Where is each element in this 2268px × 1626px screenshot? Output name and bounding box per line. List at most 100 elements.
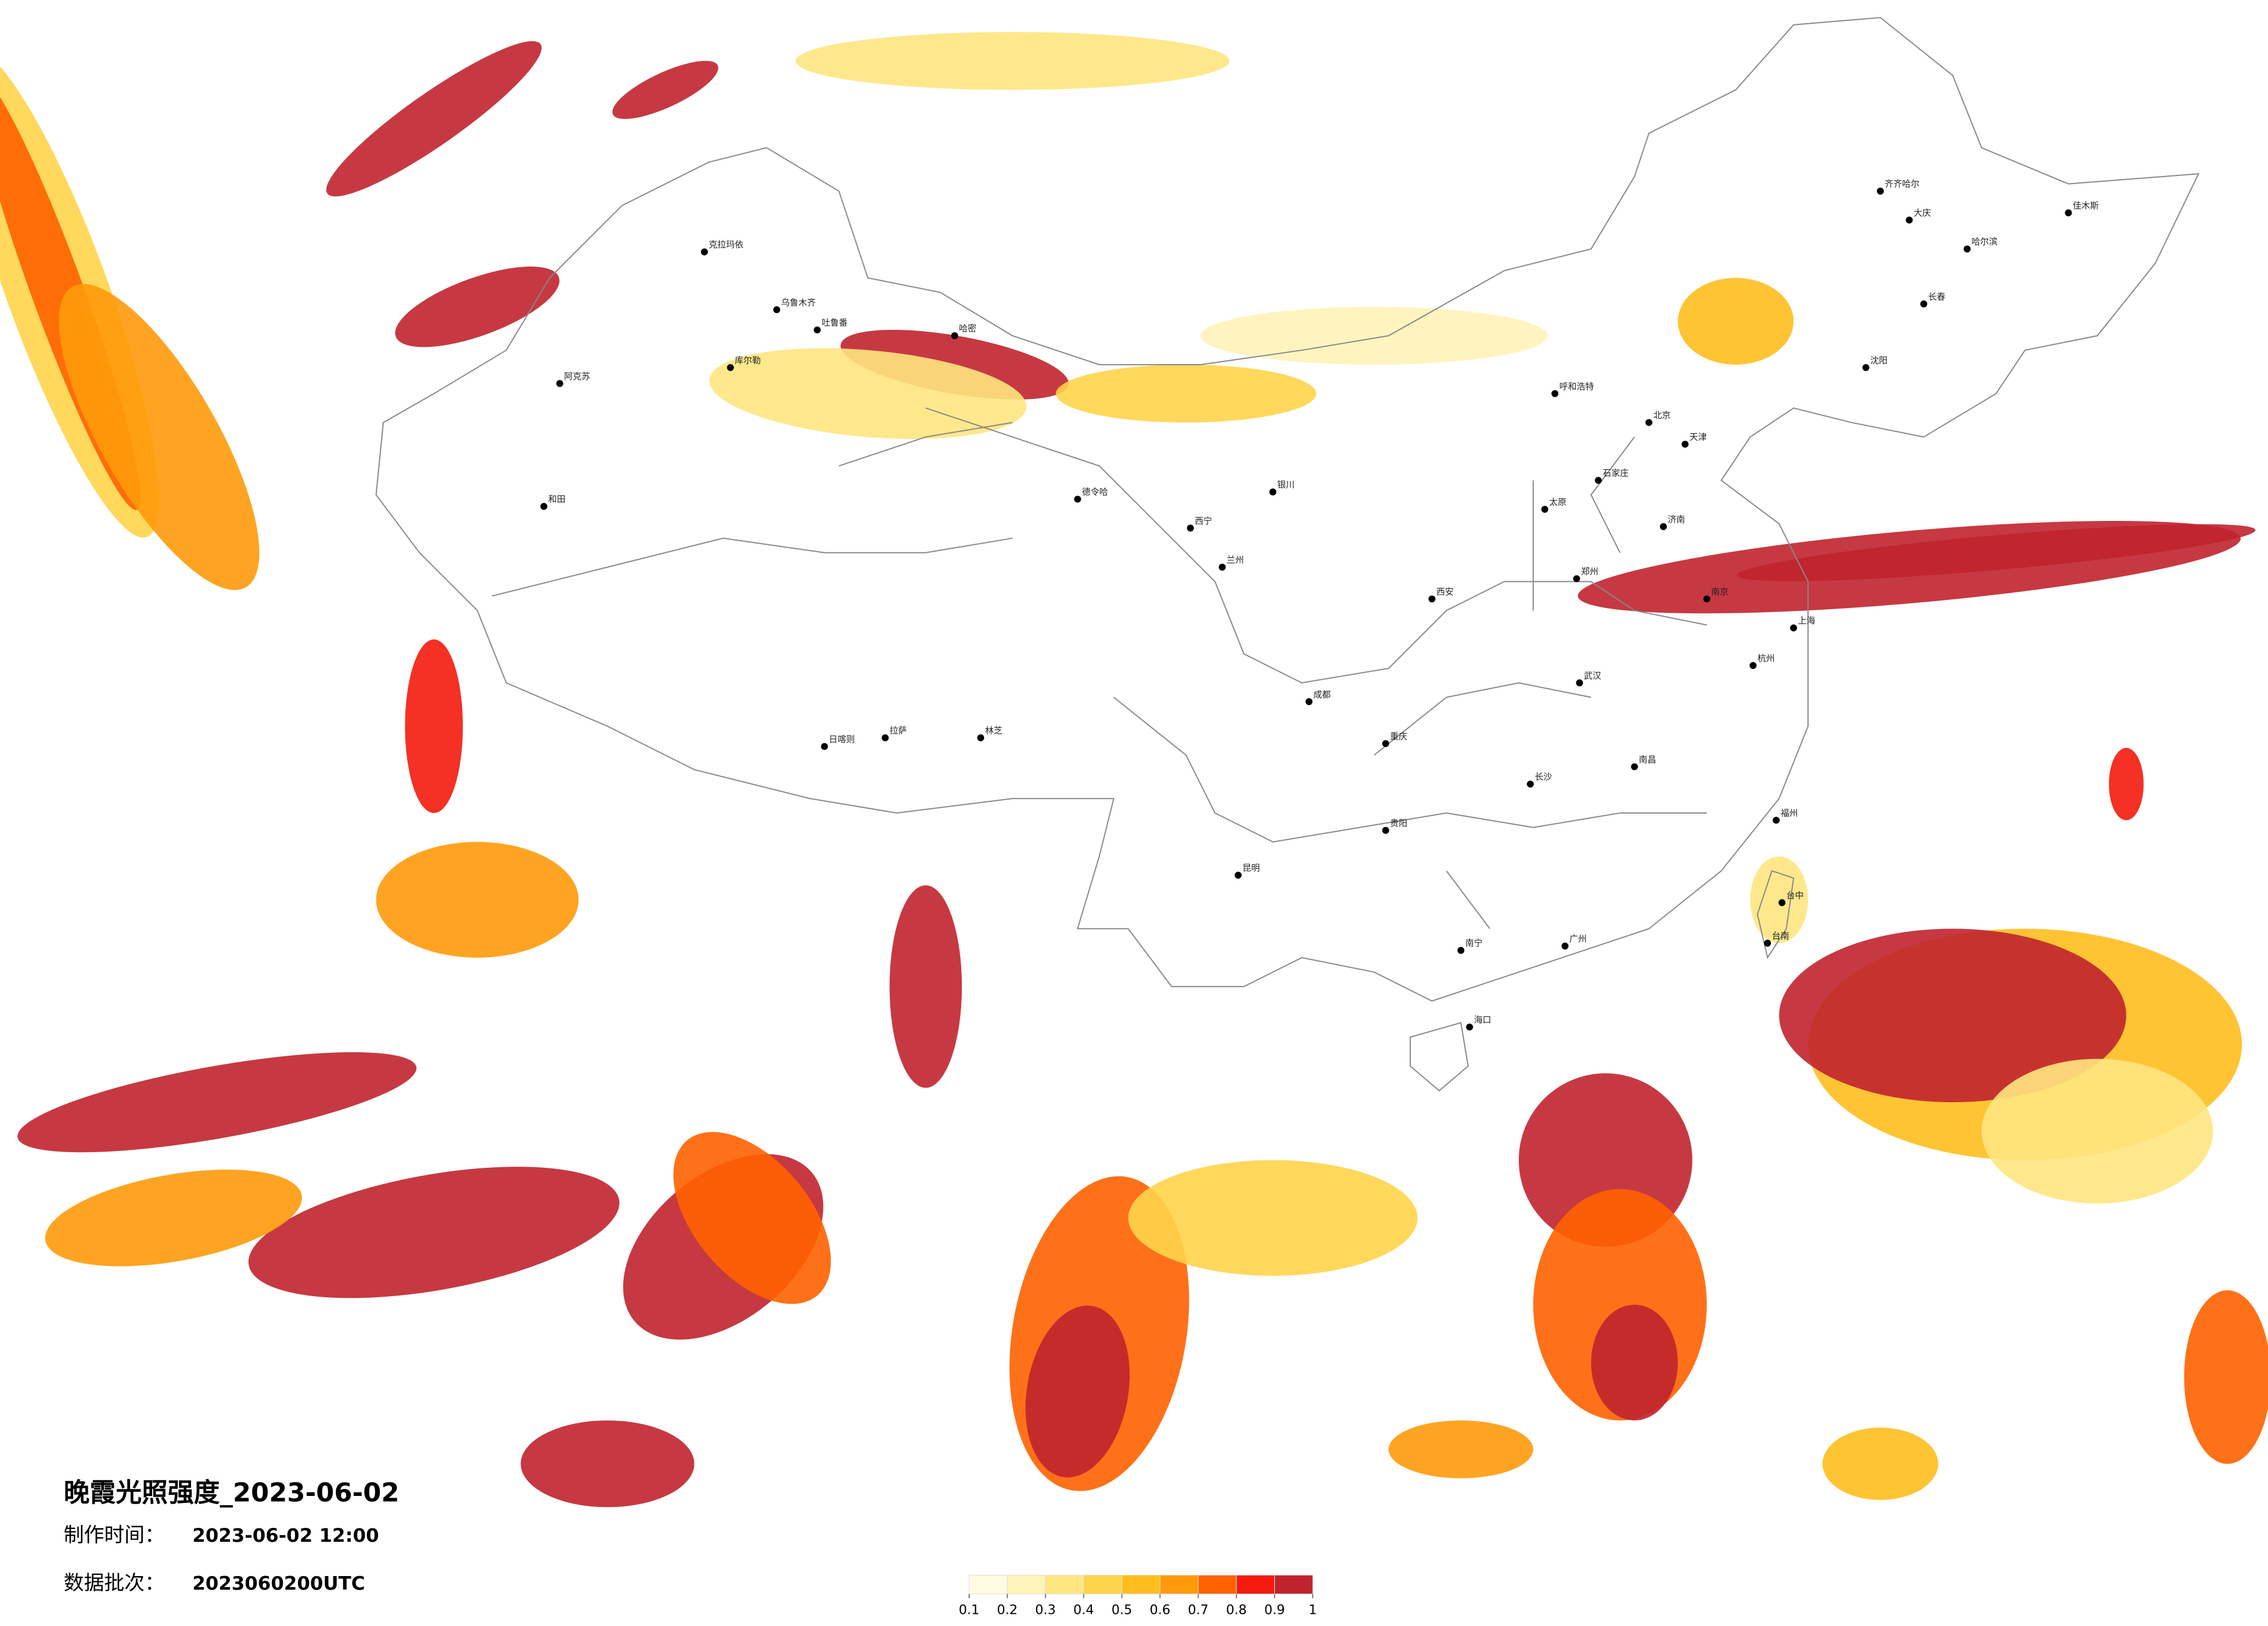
city-dot: [700, 248, 708, 256]
city-dot: [1877, 188, 1884, 195]
legend-swatch: [1274, 1574, 1313, 1595]
color-legend: 0.1 0.2 0.3 0.4 0.5 0.6 0.7 0.8 0.9 1: [959, 1574, 1317, 1618]
city-label: 吐鲁番: [822, 318, 848, 328]
heat-patch: [612, 60, 718, 119]
city-dot: [1594, 477, 1602, 484]
city-dot: [1234, 872, 1242, 879]
city-label: 德令哈: [1082, 487, 1108, 497]
city-label: 重庆: [1390, 731, 1407, 742]
city-dot: [773, 306, 781, 314]
legend-swatch: [1045, 1574, 1084, 1595]
heat-patch: [2184, 1290, 2268, 1464]
city-label: 成都: [1313, 689, 1331, 700]
island-border: [1410, 870, 1795, 1092]
city-label: 武汉: [1584, 670, 1601, 681]
country-border: [375, 17, 2200, 1002]
city-dot: [1862, 364, 1870, 371]
heat-patch: [326, 41, 542, 197]
province-border: [491, 407, 1707, 929]
city-label: 银川: [1277, 480, 1295, 490]
city-label: 沈阳: [1870, 355, 1888, 365]
city-label: 哈尔滨: [1971, 236, 1997, 247]
city-dot: [1269, 488, 1277, 496]
heat-patch: [1779, 929, 2126, 1103]
city-dot: [1749, 661, 1757, 669]
heat-patch: [1677, 278, 1794, 365]
heat-patch: [709, 348, 1027, 439]
city-dot: [556, 380, 563, 387]
city-dot: [1773, 816, 1780, 824]
city-label: 南宁: [1465, 938, 1483, 948]
legend-tick-label: 0.3: [1035, 1603, 1056, 1618]
city-dot: [1790, 624, 1798, 632]
city-label: 南京: [1711, 587, 1728, 597]
legend-tick-label: 0.5: [1112, 1603, 1133, 1618]
heat-patch: [1822, 1427, 1939, 1500]
city-label: 长春: [1928, 292, 1946, 302]
city-label: 天津: [1690, 431, 1707, 442]
city-label: 西宁: [1195, 516, 1212, 526]
legend-tick-label: 0.7: [1188, 1603, 1209, 1618]
city-dot: [1561, 942, 1569, 950]
city-label: 长沙: [1534, 772, 1552, 782]
city-dot: [1778, 899, 1786, 906]
heat-patch: [1201, 307, 1548, 365]
heat-patch: [1056, 364, 1317, 423]
heat-patch: [1025, 1305, 1130, 1478]
city-label: 齐齐哈尔: [1885, 179, 1920, 189]
city-dot: [1964, 245, 1971, 253]
city-dot: [1681, 440, 1689, 448]
city-dot: [1219, 563, 1226, 571]
legend-tick-label: 0.8: [1226, 1603, 1247, 1618]
city-dot: [1551, 390, 1559, 397]
city-label: 昆明: [1242, 863, 1260, 873]
city-dot: [1187, 524, 1194, 532]
city-label: 兰州: [1227, 555, 1244, 565]
city-label: 济南: [1667, 514, 1685, 524]
legend-tick-label: 0.2: [997, 1603, 1018, 1618]
city-dot: [1466, 1023, 1473, 1031]
heat-patch: [2109, 747, 2144, 821]
legend-swatch: [1159, 1574, 1199, 1595]
city-label: 哈密: [959, 323, 976, 334]
city-dot: [2065, 209, 2072, 217]
city-label: 上海: [1798, 616, 1816, 626]
city-label: 佳木斯: [2073, 200, 2099, 211]
city-dot: [1906, 216, 1913, 224]
heat-patch: [1388, 1420, 1533, 1478]
legend-swatch: [1122, 1574, 1160, 1595]
city-dot: [1305, 698, 1313, 706]
city-dot: [1703, 595, 1710, 603]
city-label: 大庆: [1914, 207, 1931, 218]
city-label: 克拉玛依: [709, 239, 743, 250]
city-dot: [1764, 940, 1771, 947]
city-dot: [1074, 495, 1081, 503]
city-label: 杭州: [1757, 653, 1775, 664]
city-label: 西安: [1436, 587, 1454, 597]
heat-patch: [795, 32, 1230, 90]
city-label: 阿克苏: [564, 371, 590, 382]
heat-patch: [248, 1167, 620, 1298]
city-dot: [977, 734, 984, 742]
city-dot: [1457, 947, 1465, 954]
info-label: 数据批次：: [64, 1571, 165, 1595]
city-label: 台南: [1772, 931, 1789, 941]
city-dot: [540, 503, 548, 510]
city-label: 广州: [1569, 934, 1587, 944]
info-value: 2023-06-02 12:00: [192, 1524, 379, 1546]
legend-tick-label: 0.6: [1150, 1603, 1171, 1618]
legend-swatch: [1007, 1574, 1046, 1595]
city-label: 日喀则: [829, 734, 855, 744]
city-label: 呼和浩特: [1559, 381, 1594, 391]
map-title: 晚霞光照强度_2023-06-02: [64, 1477, 400, 1508]
info-label: 制作时间：: [64, 1524, 165, 1547]
city-label: 海口: [1474, 1015, 1491, 1025]
legend-tick-label: 0.4: [1073, 1603, 1094, 1618]
city-label: 和田: [548, 494, 566, 505]
city-label: 郑州: [1581, 566, 1598, 577]
city-dot: [1920, 300, 1928, 308]
city-dot: [1428, 595, 1436, 603]
